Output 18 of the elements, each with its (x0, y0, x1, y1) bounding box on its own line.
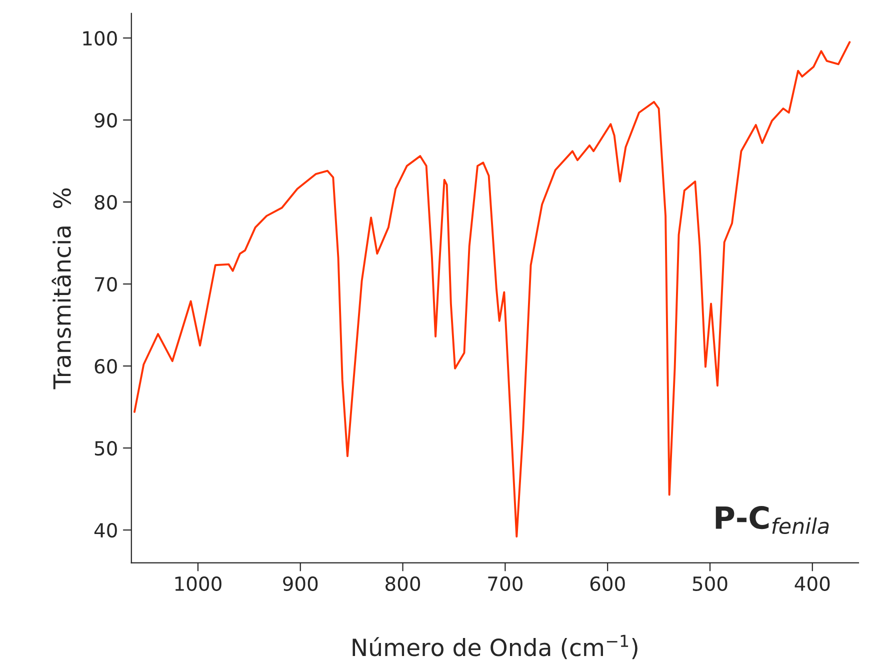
y-tick-label: 100 (83, 30, 117, 46)
x-tick-label: 900 (283, 576, 318, 592)
y-tick-label: 70 (95, 276, 117, 292)
annotation: P-C$_{fenila}$ (716, 506, 829, 534)
x-axis-title: Número de Onda (cm$^{−1}$) (352, 634, 638, 660)
y-tick-label: 90 (94, 112, 117, 128)
y-tick-label: 60 (94, 358, 117, 374)
line-series (133, 41, 851, 538)
y-tick-label: 40 (94, 522, 117, 538)
x-tick-label: 400 (794, 576, 830, 592)
y-tick-label: 80 (94, 194, 117, 210)
x-tick-label: 800 (386, 576, 420, 592)
x-tick-label: 700 (488, 576, 522, 592)
y-tick-label: 50 (94, 440, 117, 456)
y-axis-title: Transmitância % (52, 188, 71, 390)
x-tick-label: 500 (692, 576, 728, 592)
x-tick-label: 600 (590, 576, 625, 592)
x-tick-label: 1000 (175, 576, 222, 592)
